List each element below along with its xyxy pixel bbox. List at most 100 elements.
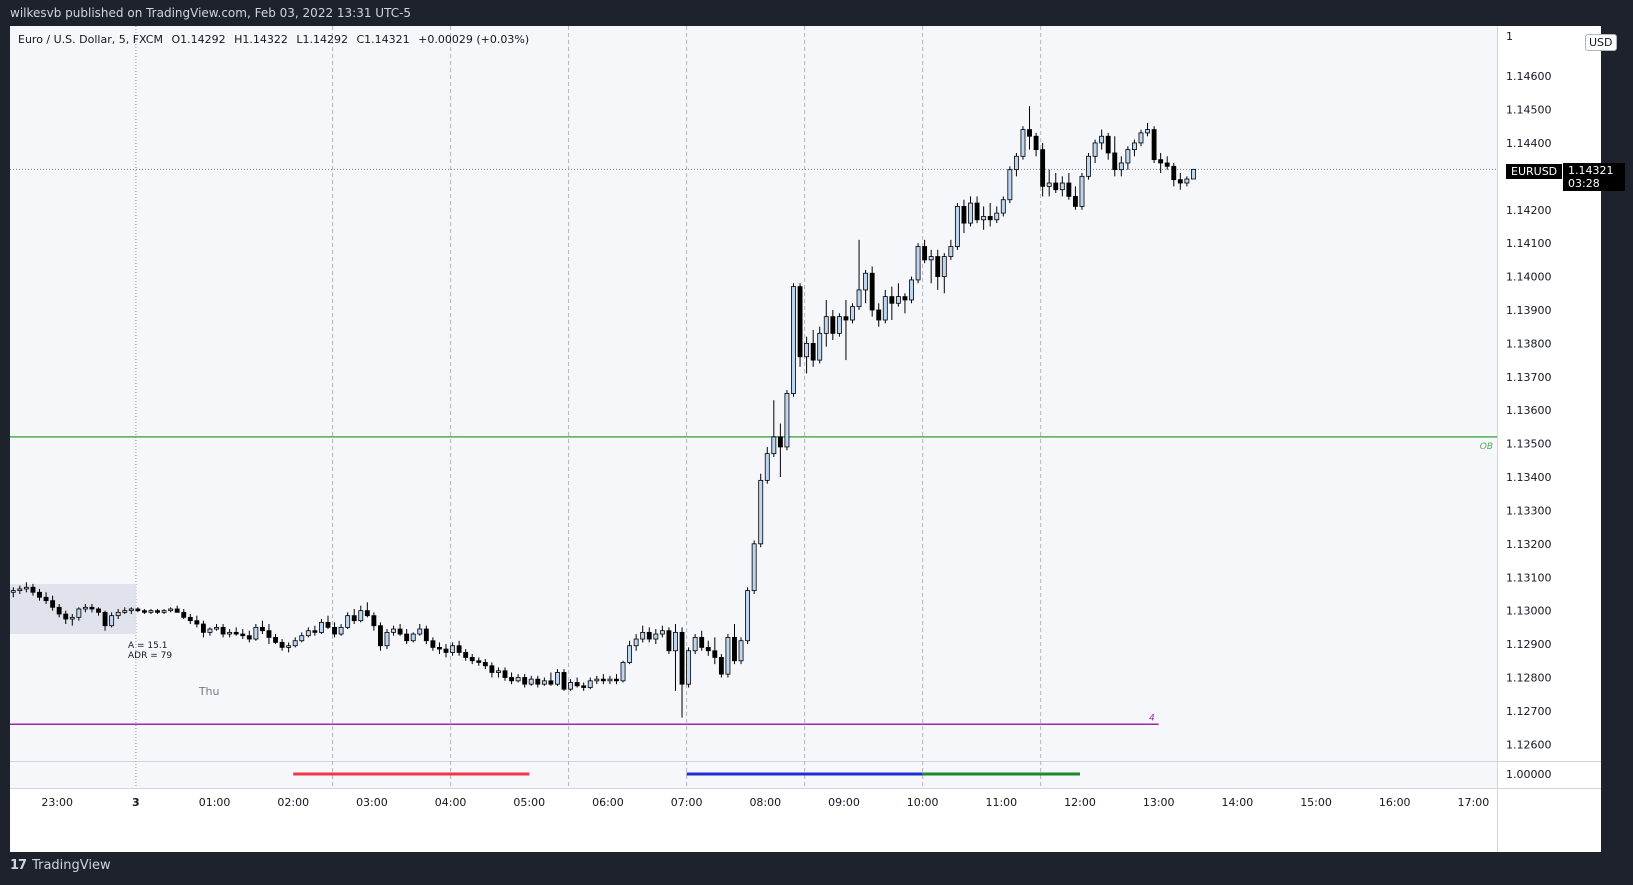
candle-up — [850, 306, 855, 321]
candle-up — [1099, 135, 1105, 144]
chart-panel[interactable]: 1.14600 1.14500 1.14400 1.14200 1.14100 1.140… — [10, 26, 1625, 852]
x-tick-label: 14:00 — [1222, 796, 1254, 809]
candle-down — [437, 647, 442, 650]
candle-down — [699, 636, 705, 648]
candle-up — [823, 316, 829, 334]
oscillator-value-label: 1.00000 — [1506, 768, 1552, 781]
level-4-label: 4 — [1149, 713, 1155, 723]
candle-down — [522, 677, 528, 685]
candle-down — [987, 216, 993, 221]
candle-down — [155, 610, 160, 613]
candle-up — [122, 610, 128, 613]
candle-up — [784, 393, 790, 448]
x-tick-label: 16:00 — [1379, 796, 1411, 809]
candle-down — [869, 272, 875, 311]
candle-up — [941, 256, 947, 277]
ob-label: OB — [1480, 442, 1493, 452]
candle-up — [417, 628, 423, 635]
currency-button[interactable]: USD — [1585, 34, 1617, 51]
y-tick-label: 1.13800 — [1506, 337, 1552, 350]
candle-up — [1118, 162, 1124, 171]
candle-down — [404, 633, 410, 642]
price-chart[interactable]: 1.14600 1.14500 1.14400 1.14200 1.14100 1.140… — [10, 26, 1601, 852]
x-tick-label: 13:00 — [1143, 796, 1175, 809]
candle-up — [771, 436, 777, 455]
candle-down — [732, 636, 737, 662]
candle-up — [1013, 155, 1019, 171]
low-value: L1.14292 — [296, 33, 348, 46]
symbol-title: Euro / U.S. Dollar, 5, FXCM — [18, 33, 163, 46]
close-value: C1.14321 — [356, 33, 410, 46]
candle-down — [463, 652, 469, 658]
candle-down — [1112, 152, 1118, 171]
x-tick-label: 3 — [132, 796, 140, 809]
candle-down — [1105, 135, 1111, 154]
candle-up — [587, 680, 593, 688]
candle-down — [141, 610, 147, 613]
candle-down — [561, 672, 567, 690]
candle-up — [738, 640, 744, 662]
y-tick-label: 1.13200 — [1506, 538, 1552, 551]
tradingview-logo[interactable]: 17 TradingView — [10, 858, 111, 873]
y-tick-label: 1.13500 — [1506, 438, 1552, 451]
y-tick-label: 1.14400 — [1506, 137, 1552, 150]
candle-down — [37, 591, 42, 598]
candle-down — [135, 608, 141, 612]
candle-up — [607, 678, 613, 682]
x-tick-label: 15:00 — [1300, 796, 1332, 809]
y-tick-label: 1 — [1506, 30, 1513, 43]
candle-up — [1000, 199, 1006, 214]
candle-down — [705, 647, 711, 652]
candle-up — [1046, 182, 1052, 187]
last-price-tag: 1.14321 03:28 — [1563, 163, 1625, 191]
x-tick-label: 10:00 — [907, 796, 939, 809]
candle-up — [1184, 178, 1190, 184]
candle-down — [1177, 179, 1183, 184]
candle-down — [240, 633, 246, 637]
candle-up — [115, 611, 121, 617]
candle-down — [961, 206, 967, 224]
candle-down — [364, 610, 370, 617]
candle-up — [673, 631, 678, 652]
candle-up — [653, 633, 659, 640]
candle-up — [555, 672, 560, 685]
candle-up — [10, 590, 16, 593]
candle-up — [161, 610, 167, 613]
y-tick-label: 1.12800 — [1506, 671, 1552, 684]
candle-down — [430, 640, 436, 648]
tradingview-logo-icon: 17 — [10, 858, 27, 873]
candle-down — [194, 620, 200, 625]
candle-down — [797, 286, 803, 358]
candle-up — [948, 246, 954, 257]
x-tick-label: 08:00 — [749, 796, 781, 809]
candle-up — [1086, 155, 1091, 177]
candle-down — [371, 615, 377, 627]
candle-down — [777, 436, 783, 448]
candle-up — [909, 279, 914, 301]
candle-up — [541, 680, 547, 685]
tradingview-brand: TradingView — [32, 858, 111, 873]
candle-down — [56, 606, 62, 615]
candle-down — [489, 665, 495, 673]
candle-up — [1145, 129, 1150, 134]
x-tick-label: 01:00 — [199, 796, 231, 809]
candle-up — [318, 621, 324, 633]
candle-up — [338, 626, 344, 635]
candle-up — [286, 645, 292, 648]
candle-up — [1059, 182, 1065, 191]
candle-up — [692, 636, 698, 652]
candle-down — [397, 628, 403, 635]
candle-up — [725, 636, 731, 675]
y-tick-label: 1.12600 — [1506, 738, 1552, 751]
candle-down — [876, 309, 882, 321]
y-tick-label: 1.13600 — [1506, 404, 1552, 417]
y-tick-label: 1.13400 — [1506, 471, 1552, 484]
candle-up — [751, 543, 757, 592]
candle-up — [82, 606, 88, 610]
bar-countdown: 03:28 — [1568, 177, 1600, 190]
candle-down — [233, 631, 239, 635]
candle-up — [496, 670, 501, 673]
candle-up — [207, 628, 213, 633]
candle-down — [63, 613, 69, 620]
y-tick-label: 1.12900 — [1506, 638, 1552, 651]
